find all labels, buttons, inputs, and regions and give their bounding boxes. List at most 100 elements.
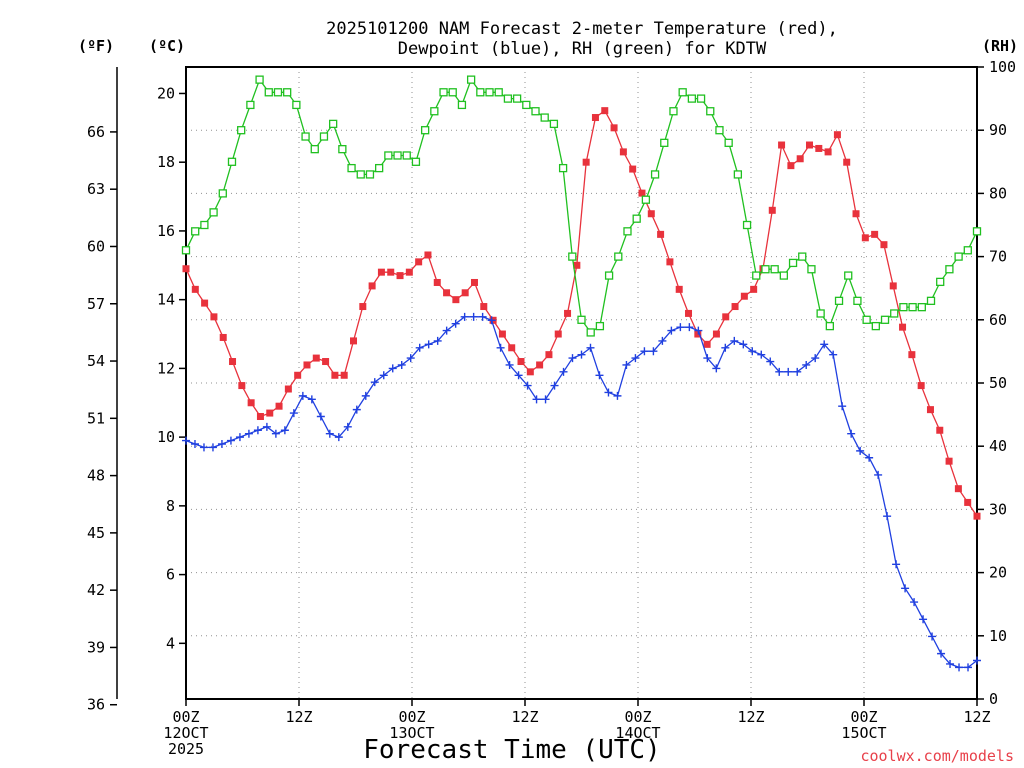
x-tick-label: 12Z bbox=[285, 708, 312, 726]
dewpoint-point bbox=[640, 347, 649, 356]
temperature-point bbox=[387, 268, 395, 276]
rh-point bbox=[319, 132, 329, 141]
temperature-point bbox=[405, 268, 413, 276]
dewpoint-point bbox=[433, 336, 442, 345]
temperature-point bbox=[452, 296, 460, 304]
rh-line bbox=[185, 78, 978, 334]
rh-point bbox=[292, 100, 301, 110]
dewpoint-point bbox=[712, 364, 721, 373]
temperature-point bbox=[899, 323, 907, 331]
dewpoint-point bbox=[307, 395, 316, 404]
temperature-point bbox=[294, 371, 302, 379]
rh-point bbox=[411, 157, 421, 166]
rh-point bbox=[420, 126, 430, 135]
temperature-point bbox=[796, 155, 804, 163]
dewpoint-point bbox=[442, 326, 451, 335]
dewpoint-point bbox=[658, 336, 667, 345]
dewpoint-series bbox=[182, 312, 981, 672]
temperature-point bbox=[945, 457, 953, 465]
rh-point bbox=[549, 119, 559, 129]
temperature-point bbox=[889, 282, 897, 290]
temperature-point bbox=[312, 354, 320, 362]
temperature-point bbox=[256, 413, 264, 421]
rh-point bbox=[660, 138, 669, 147]
dewpoint-point bbox=[919, 615, 928, 624]
rh-point bbox=[246, 100, 255, 110]
dewpoint-point bbox=[370, 378, 379, 387]
temperature-point bbox=[517, 358, 525, 366]
x-tick-label: 2025 bbox=[168, 740, 204, 758]
temperature-point bbox=[750, 285, 758, 293]
rh-point bbox=[706, 107, 715, 116]
temperature-point bbox=[266, 409, 274, 417]
dewpoint-point bbox=[631, 354, 640, 363]
dewpoint-point bbox=[379, 371, 388, 380]
dewpoint-point bbox=[226, 436, 235, 445]
dewpoint-point bbox=[451, 319, 460, 328]
celsius-tick-label: 12 bbox=[157, 359, 175, 377]
temperature-point bbox=[722, 313, 730, 321]
x-tick-label: 13OCT bbox=[389, 724, 434, 742]
fahrenheit-tick-label: 39 bbox=[87, 638, 105, 656]
dewpoint-point bbox=[838, 402, 847, 411]
temperature-point bbox=[182, 265, 190, 273]
rh-point bbox=[770, 265, 779, 274]
rh-point bbox=[632, 214, 641, 223]
celsius-tick-label: 18 bbox=[157, 153, 175, 171]
rh-tick-label: 60 bbox=[989, 311, 1007, 329]
rh-point bbox=[586, 328, 595, 337]
rh-point bbox=[798, 252, 807, 261]
dewpoint-point bbox=[829, 350, 838, 359]
rh-point bbox=[512, 94, 522, 103]
rh-point bbox=[522, 100, 531, 110]
x-tick-label: 00Z bbox=[624, 708, 651, 726]
dewpoint-point bbox=[244, 429, 253, 438]
rh-point bbox=[816, 309, 825, 318]
dewpoint-point bbox=[280, 426, 289, 435]
dewpoint-point bbox=[856, 446, 865, 455]
temperature-point bbox=[201, 299, 209, 307]
dewpoint-point bbox=[811, 354, 820, 363]
temperature-point bbox=[787, 162, 795, 170]
rh-point bbox=[788, 258, 798, 268]
dewpoint-point bbox=[973, 656, 981, 665]
temperature-point bbox=[926, 406, 934, 414]
temperature-point bbox=[229, 358, 237, 366]
fahrenheit-tick-label: 45 bbox=[87, 524, 105, 542]
rh-point bbox=[485, 88, 494, 97]
dewpoint-point bbox=[406, 354, 415, 363]
rh-point bbox=[209, 208, 218, 217]
celsius-tick-label: 10 bbox=[157, 428, 175, 446]
temperature-point bbox=[657, 230, 665, 238]
rh-point bbox=[807, 265, 816, 274]
celsius-tick-label: 14 bbox=[157, 291, 175, 309]
dewpoint-point bbox=[784, 367, 793, 376]
temperature-point bbox=[591, 114, 599, 122]
dewpoint-point bbox=[775, 367, 784, 376]
dewpoint-point bbox=[703, 354, 712, 363]
temperature-point bbox=[582, 158, 590, 166]
rh-point bbox=[577, 315, 586, 324]
temperature-point bbox=[861, 234, 869, 242]
rh-series bbox=[181, 75, 982, 337]
temperature-point bbox=[219, 333, 227, 341]
temperature-point bbox=[368, 282, 376, 290]
x-tick-label: 00Z bbox=[172, 708, 199, 726]
dewpoint-point bbox=[892, 560, 901, 569]
rh-point bbox=[724, 138, 733, 147]
rh-tick-label: 30 bbox=[989, 500, 1007, 518]
rh-point bbox=[908, 303, 917, 312]
dewpoint-point bbox=[514, 371, 523, 380]
temperature-point bbox=[210, 313, 218, 321]
temperature-point bbox=[470, 278, 478, 286]
x-tick-label: 12Z bbox=[737, 708, 764, 726]
dewpoint-point bbox=[604, 388, 613, 397]
dewpoint-point bbox=[559, 367, 568, 376]
temperature-point bbox=[917, 382, 925, 390]
dewpoint-point bbox=[793, 367, 802, 376]
rh-point bbox=[218, 189, 227, 198]
temperature-point bbox=[536, 361, 544, 369]
plot-frame bbox=[185, 66, 978, 700]
rh-point bbox=[273, 88, 283, 97]
